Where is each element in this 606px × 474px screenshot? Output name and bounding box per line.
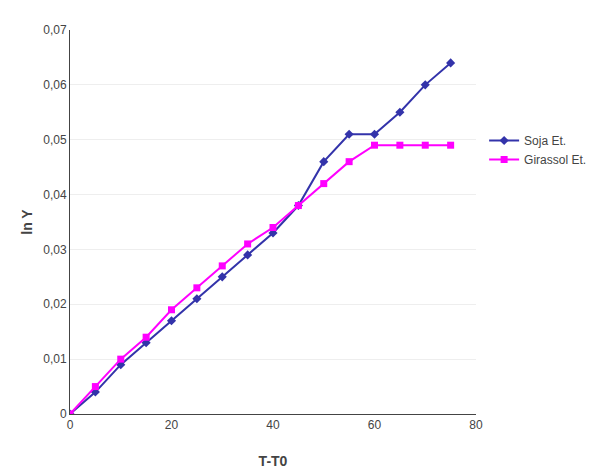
- svg-text:T-T0: T-T0: [259, 453, 288, 469]
- svg-text:0,02: 0,02: [43, 297, 67, 311]
- svg-text:0,04: 0,04: [43, 188, 67, 202]
- svg-text:0,07: 0,07: [43, 23, 67, 37]
- svg-text:60: 60: [368, 418, 382, 432]
- svg-text:20: 20: [165, 418, 179, 432]
- svg-text:0,06: 0,06: [43, 78, 67, 92]
- svg-text:0: 0: [67, 418, 74, 432]
- svg-text:0,05: 0,05: [43, 133, 67, 147]
- svg-text:40: 40: [266, 418, 280, 432]
- svg-text:80: 80: [469, 418, 483, 432]
- svg-text:Soja Et.: Soja Et.: [524, 134, 566, 148]
- svg-text:0,03: 0,03: [43, 243, 67, 257]
- svg-text:0,01: 0,01: [43, 352, 67, 366]
- svg-text:ln Y: ln Y: [19, 209, 35, 235]
- svg-text:Girassol Et.: Girassol Et.: [524, 153, 586, 167]
- svg-text:0: 0: [60, 407, 67, 421]
